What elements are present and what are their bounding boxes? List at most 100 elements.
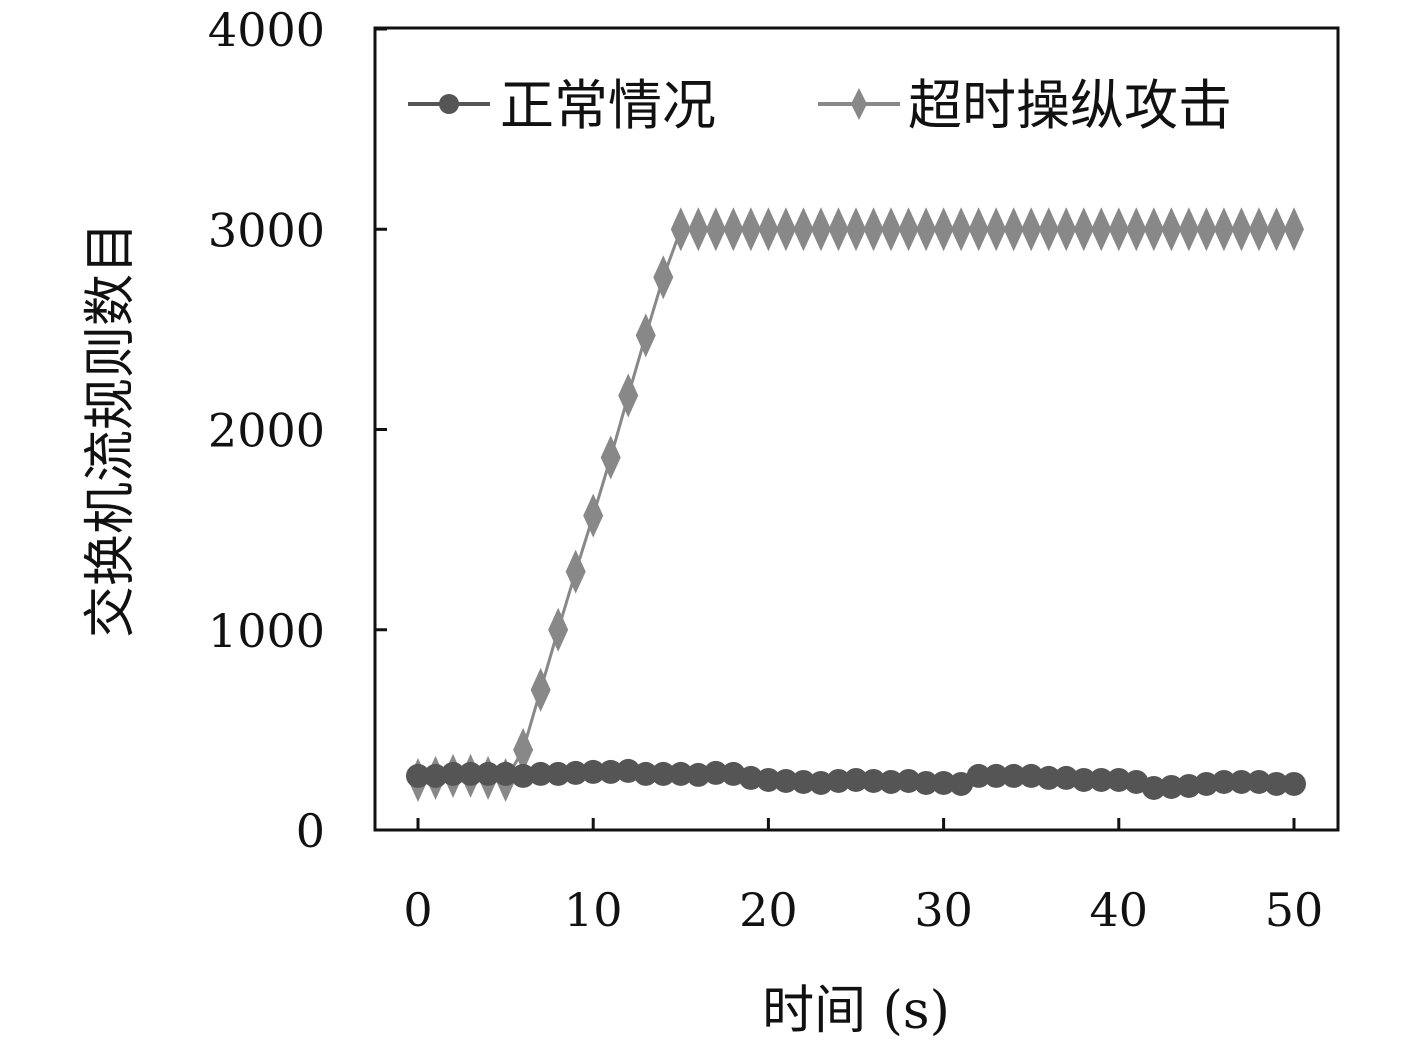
data-point <box>1126 207 1147 252</box>
data-point <box>633 761 658 786</box>
data-point <box>844 767 868 792</box>
data-point <box>793 207 814 252</box>
data-point <box>653 255 674 300</box>
data-point <box>1038 207 1059 252</box>
x-tick-label: 20 <box>739 883 798 937</box>
data-point <box>1054 765 1079 790</box>
data-point <box>828 207 849 252</box>
data-point <box>493 761 518 786</box>
data-point <box>1021 207 1042 252</box>
y-tick-label: 2000 <box>208 404 325 458</box>
data-point <box>688 207 709 252</box>
data-point <box>598 759 623 784</box>
data-point <box>916 207 937 252</box>
data-point <box>670 207 691 252</box>
data-point <box>1019 763 1044 788</box>
data-point <box>1264 771 1289 796</box>
series-layer <box>406 207 1306 802</box>
series-normal <box>406 758 1306 800</box>
data-point <box>1159 774 1184 799</box>
plot-frame <box>373 26 1340 832</box>
data-point <box>1266 207 1287 252</box>
data-point <box>1284 207 1304 252</box>
data-point <box>1194 771 1219 796</box>
data-point <box>931 770 956 795</box>
data-point <box>951 207 972 252</box>
data-point <box>914 770 939 795</box>
data-point <box>1089 767 1114 792</box>
legend: 正常情况 超时操纵攻击 <box>408 74 1232 137</box>
data-point <box>968 207 989 252</box>
data-point <box>441 761 466 786</box>
data-point <box>879 769 904 794</box>
data-point <box>791 769 816 794</box>
data-point <box>773 768 798 793</box>
data-point <box>1071 767 1096 792</box>
legend-item-normal: 正常情况 <box>408 74 716 137</box>
data-point <box>600 435 621 480</box>
data-point <box>423 763 448 788</box>
legend-item-attack: 超时操纵攻击 <box>818 74 1232 137</box>
data-point <box>986 207 1007 252</box>
y-tick-label: 3000 <box>208 203 325 257</box>
data-point <box>1036 765 1061 790</box>
data-point <box>528 761 553 786</box>
data-point <box>723 207 744 252</box>
data-point <box>583 493 604 538</box>
data-point <box>966 763 991 788</box>
data-point <box>738 765 763 790</box>
data-point <box>1141 775 1166 800</box>
data-point <box>1196 207 1217 252</box>
data-point <box>511 763 536 788</box>
data-point <box>651 761 676 786</box>
series-line <box>417 227 1294 782</box>
data-point <box>1091 207 1112 252</box>
legend-label-normal: 正常情况 <box>500 74 716 137</box>
data-point <box>686 762 711 787</box>
data-point <box>1161 207 1182 252</box>
data-point <box>1213 207 1234 252</box>
data-point <box>1231 207 1252 252</box>
data-point <box>581 759 606 784</box>
series-attack <box>408 207 1304 802</box>
data-point <box>1143 207 1164 252</box>
data-point <box>618 373 639 418</box>
axis-layer: 0 10 20 30 40 50 0 1000 2000 3000 4000 <box>208 3 1323 937</box>
data-point <box>1108 207 1129 252</box>
data-point <box>1106 767 1131 792</box>
data-point <box>740 207 761 252</box>
x-tick-label: 50 <box>1265 883 1324 937</box>
data-point <box>846 207 866 252</box>
data-point <box>546 761 571 786</box>
y-tick-label: 4000 <box>208 3 325 57</box>
data-point <box>1282 771 1306 796</box>
data-point <box>1056 207 1077 252</box>
data-point <box>861 768 886 793</box>
y-tick-label: 0 <box>296 804 325 858</box>
data-point <box>1248 207 1269 252</box>
data-point <box>668 761 693 786</box>
data-point <box>1229 769 1254 794</box>
data-point <box>1211 769 1236 794</box>
data-point <box>1178 207 1199 252</box>
x-tick-label: 10 <box>564 883 623 937</box>
y-tick-label: 1000 <box>208 604 325 658</box>
data-point <box>635 313 656 358</box>
y-axis-title: 交换机流规则数目 <box>81 222 141 638</box>
data-point <box>548 607 569 652</box>
data-point <box>984 763 1009 788</box>
data-point <box>406 763 430 788</box>
x-tick-label: 0 <box>403 883 432 937</box>
data-point <box>758 207 779 252</box>
data-point <box>756 767 781 792</box>
data-point <box>563 760 588 785</box>
data-point <box>703 760 728 785</box>
x-axis-title: 时间 (s) <box>762 981 950 1041</box>
data-point <box>896 768 921 793</box>
data-point <box>565 549 586 594</box>
data-point <box>808 770 833 795</box>
data-point <box>1073 207 1094 252</box>
data-point <box>881 207 902 252</box>
data-point <box>863 207 884 252</box>
